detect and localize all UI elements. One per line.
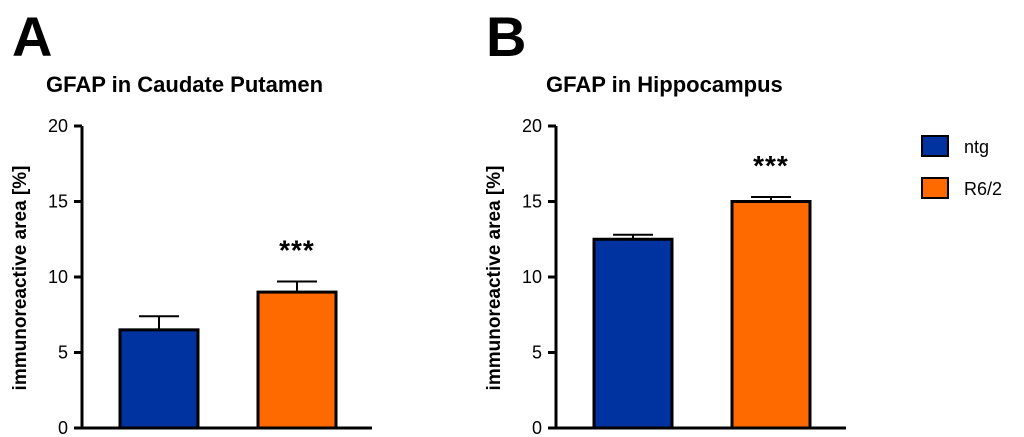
bar-r6-2-a (256, 290, 338, 430)
y-ticks-a: 0 5 10 15 20 (48, 116, 82, 437)
bar-r6-2-b (730, 200, 812, 430)
y-tick-label-a: 15 (48, 192, 68, 212)
legend-swatch-r6-2 (921, 177, 949, 199)
y-tick-label-a: 10 (48, 267, 68, 287)
significance-marker-a: *** (279, 235, 315, 266)
panel-letter-b: B (486, 5, 526, 68)
significance-marker-b: *** (753, 150, 789, 181)
y-ticks-b: 0 5 10 15 20 (522, 116, 556, 437)
panel-letter-a: A (12, 5, 52, 68)
panel-b: B GFAP in Hippocampus immunoreactive are… (484, 5, 846, 437)
y-tick-label-b: 10 (522, 267, 542, 287)
chart-title-b: GFAP in Hippocampus (546, 72, 783, 97)
legend-label-ntg: ntg (964, 137, 989, 157)
y-axis-label-b: immunoreactive area [%] (484, 166, 505, 391)
bar-ntg-a (118, 328, 200, 430)
y-tick-label-b: 5 (532, 343, 542, 363)
y-tick-label-a: 20 (48, 116, 68, 136)
y-axis-label-a: immunoreactive area [%] (10, 166, 31, 391)
y-tick-label-b: 15 (522, 192, 542, 212)
y-tick-label-a: 5 (58, 343, 68, 363)
legend: ntg R6/2 (921, 135, 1002, 199)
y-tick-label-b: 20 (522, 116, 542, 136)
bar-ntg-b (592, 237, 674, 430)
bars-a: *** (118, 235, 338, 430)
y-tick-label-a: 0 (58, 418, 68, 437)
bars-b: *** (592, 150, 812, 430)
panel-a: A GFAP in Caudate Putamen immunoreactive… (10, 5, 372, 437)
y-tick-label-b: 0 (532, 418, 542, 437)
chart-title-a: GFAP in Caudate Putamen (46, 72, 323, 97)
legend-swatch-ntg (921, 135, 949, 157)
legend-label-r6-2: R6/2 (964, 179, 1002, 199)
